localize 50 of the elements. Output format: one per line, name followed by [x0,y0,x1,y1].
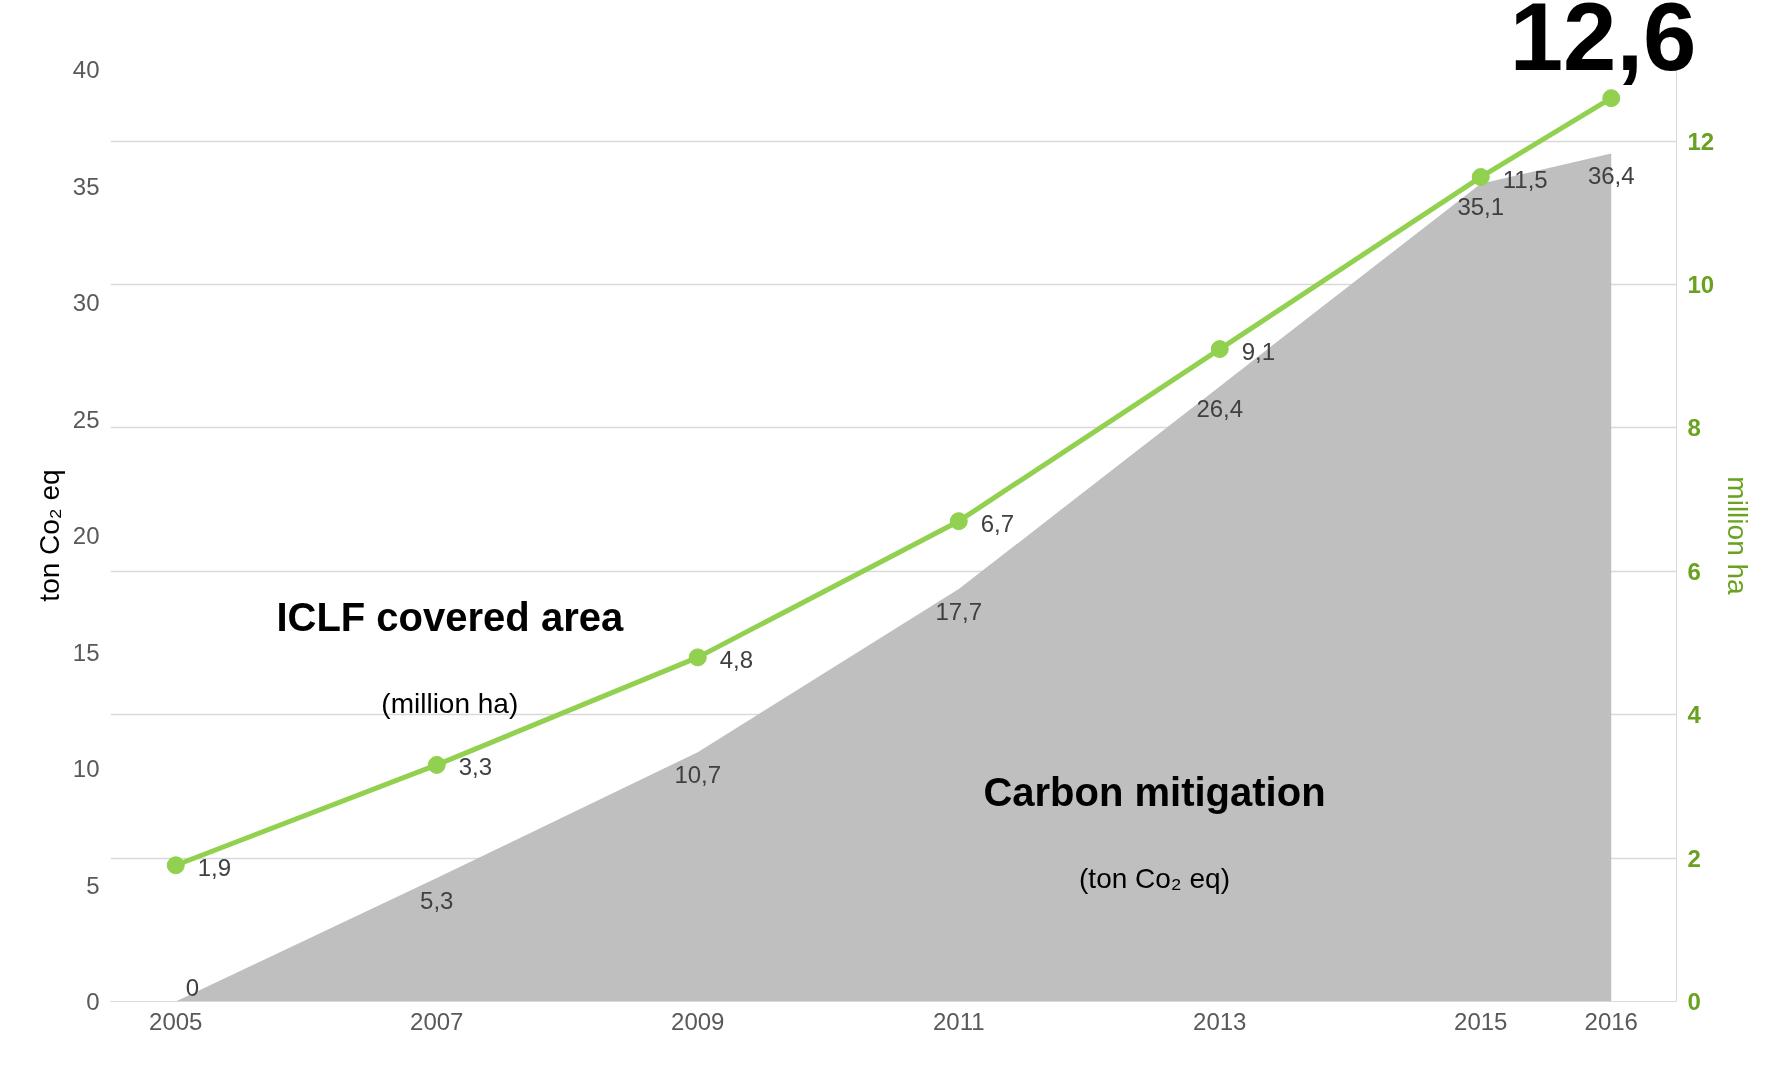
data-label: 5,3 [420,887,454,915]
point [427,755,446,774]
point [1471,168,1490,187]
data-label: 1,9 [197,853,232,881]
point [1602,89,1621,108]
y2-tick-label: 0 [1687,988,1701,1015]
data-label: 36,4 [1587,162,1635,190]
x-tick-label: 2013 [1193,1007,1247,1035]
series-label: ICLF covered area [276,595,624,640]
y-tick-label: 30 [72,289,100,316]
y-tick-label: 5 [86,871,100,899]
y-tick-label: 0 [86,988,100,1015]
x-tick-label: 2005 [149,1007,203,1035]
x-tick-label: 2009 [671,1007,725,1035]
series-label: Carbon mitigation [983,769,1326,814]
data-label: 10,7 [674,761,722,789]
annotation: (ton Co₂ eq) [1079,862,1230,894]
data-label: 11,5 [1502,165,1548,193]
data-label: 3,3 [458,753,493,781]
data-label: 17,7 [935,598,983,626]
data-label: 35,1 [1457,192,1505,220]
data-label: 12,6 [1509,0,1697,90]
x-tick-label: 2016 [1584,1007,1638,1035]
point [166,856,185,875]
x-tick-label: 2015 [1454,1007,1508,1035]
data-label: 0 [185,973,200,1001]
point [688,648,707,667]
annotation: (million ha) [381,687,519,719]
y-tick-label: 15 [72,638,100,666]
x-tick-label: 2011 [932,1007,985,1035]
data-label: 26,4 [1196,395,1244,423]
y2-axis-title: million ha [1722,476,1754,596]
point [949,512,968,531]
y2-tick-label: 10 [1687,271,1715,299]
y2-tick-label: 12 [1687,127,1715,155]
y2-tick-label: 8 [1687,414,1701,442]
data-label: 4,8 [719,645,754,673]
data-label: 6,7 [980,509,1015,537]
y2-tick-label: 6 [1687,557,1701,585]
data-label: 9,1 [1241,337,1276,365]
y-tick-label: 25 [72,405,100,433]
x-tick-label: 2007 [410,1007,464,1035]
y2-tick-label: 4 [1687,701,1702,729]
y-tick-label: 10 [72,755,100,782]
point [1210,340,1229,359]
y-axis-title: ton Co₂ eq [33,469,65,602]
y-tick-label: 20 [72,522,100,549]
y-tick-label: 40 [72,56,100,83]
y-tick-label: 35 [72,172,100,200]
y2-tick-label: 2 [1687,844,1701,872]
